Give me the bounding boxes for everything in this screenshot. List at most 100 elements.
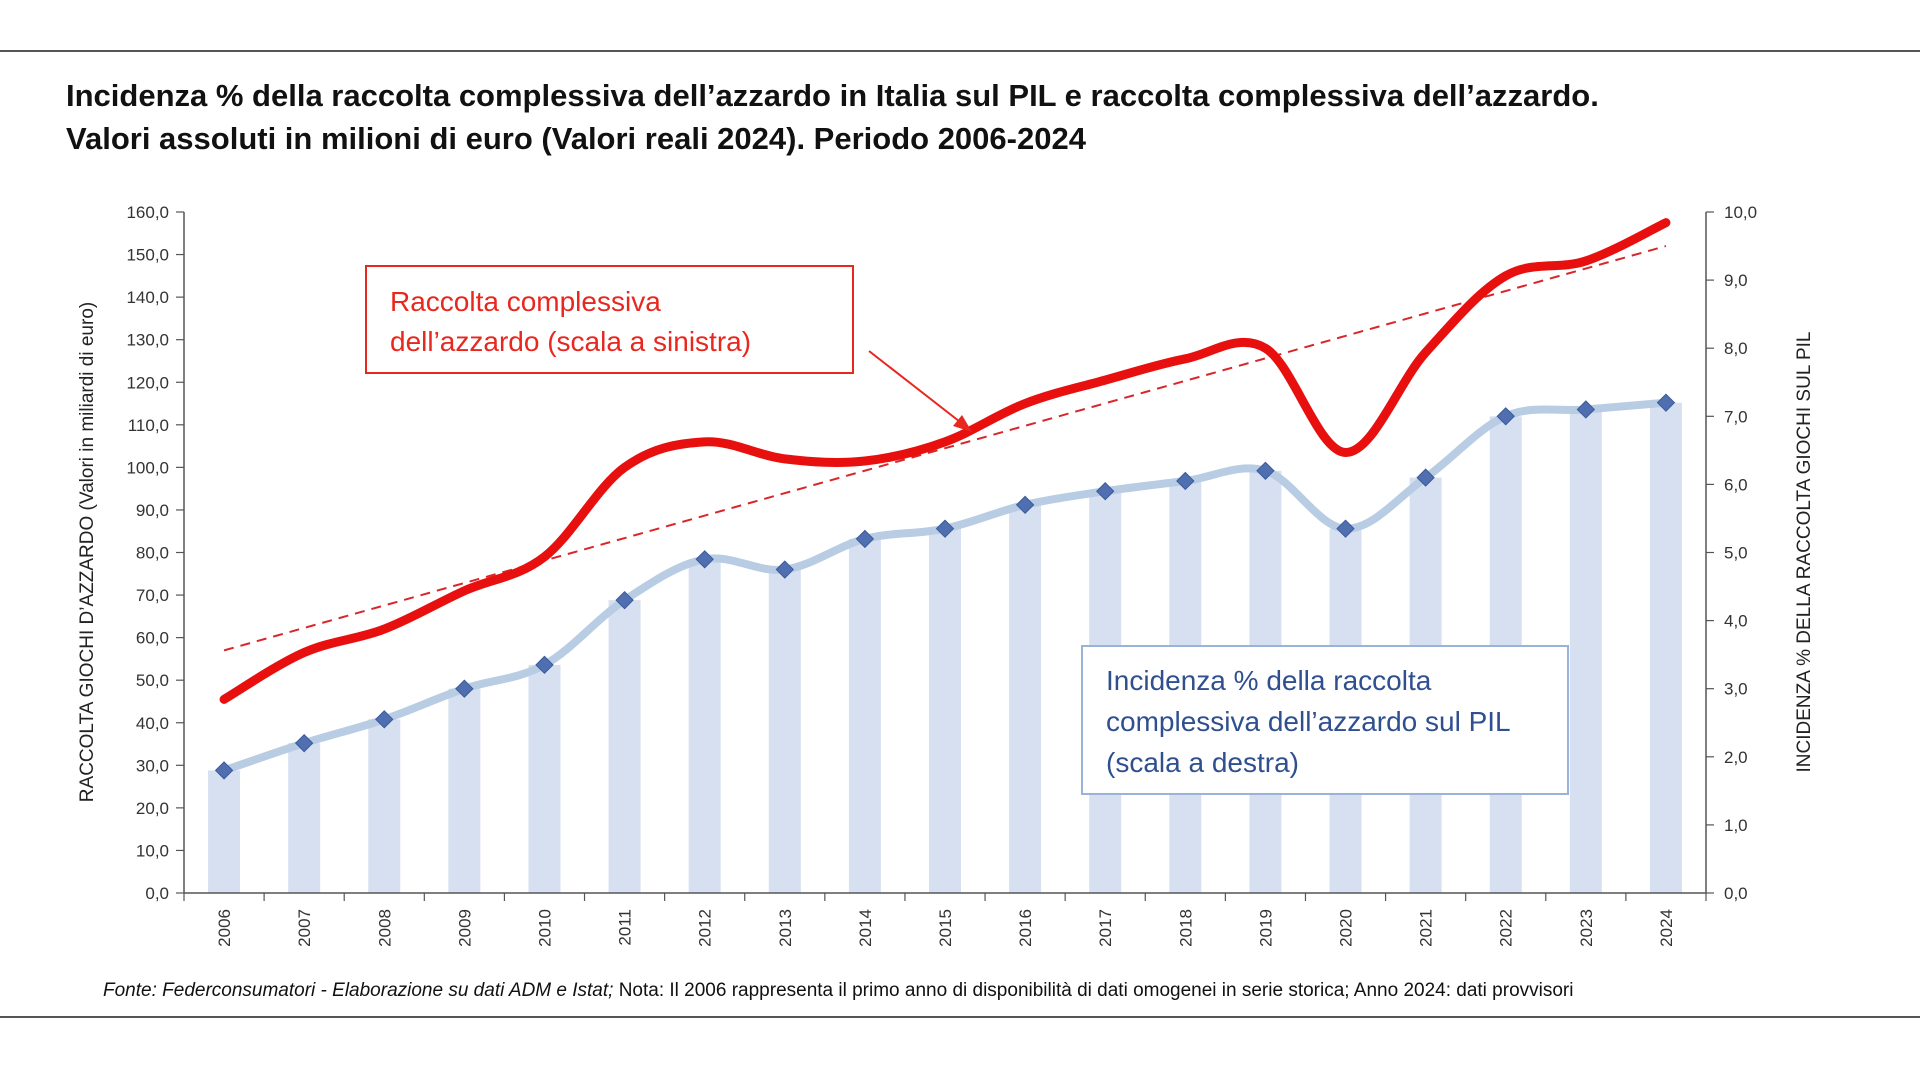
raccolta-label-line: Raccolta complessiva <box>390 286 661 317</box>
raccolta-arrow-head <box>953 415 972 432</box>
raccolta-line <box>219 218 1671 704</box>
incidenza-marker-2011 <box>615 590 634 610</box>
chart-title: Incidenza % della raccolta complessiva d… <box>66 74 1866 160</box>
incidenza-label-box <box>1081 645 1569 795</box>
y-left-tick-label: 120,0 <box>126 373 169 392</box>
raccolta-series <box>219 218 1671 704</box>
incidenza-marker-2009 <box>455 679 474 698</box>
trendline-group <box>223 245 1667 652</box>
incidenza-marker-2022 <box>1496 407 1515 426</box>
incidenza-marker-2021 <box>1416 468 1435 487</box>
y-right-tick-label: 1,0 <box>1724 816 1748 835</box>
trendline <box>223 245 1667 652</box>
x-tick-label: 2022 <box>1497 909 1516 947</box>
top-rule <box>0 50 1920 52</box>
bottom-rule <box>0 1016 1920 1018</box>
y-right-tick-label: 3,0 <box>1724 680 1748 699</box>
incidenza-marker-2010 <box>535 655 554 675</box>
annotations: Raccolta complessiva dell’azzardo (scala … <box>365 265 1569 795</box>
x-tick-label: 2008 <box>375 909 394 947</box>
y-left-tick-label: 100,0 <box>126 458 169 477</box>
x-tick-label: 2015 <box>936 909 955 947</box>
x-tick-label: 2016 <box>1016 909 1035 947</box>
source-text: Fonte: Federconsumatori - Elaborazione s… <box>103 980 614 1001</box>
chart-plot: 0,0 10,0 20,0 30,0 40,0 50,0 60,0 70,0 80,0 90,0 1… <box>77 203 1815 947</box>
y-right-tick-label: 10,0 <box>1724 203 1757 222</box>
bar-2012 <box>688 559 721 893</box>
bar-2024 <box>1649 402 1682 893</box>
x-tick-label: 2024 <box>1657 909 1676 947</box>
y-left-tick-label: 140,0 <box>126 288 169 307</box>
incidenza-marker-2006 <box>214 761 234 780</box>
incidenza-marker-2008 <box>375 710 394 729</box>
incidenza-marker-2014 <box>855 529 875 549</box>
y-left-tick-label: 50,0 <box>136 671 169 690</box>
incidenza-marker-2020 <box>1336 519 1355 538</box>
y-right-tick-label: 9,0 <box>1724 271 1748 290</box>
y-right-tick-label: 7,0 <box>1724 407 1748 426</box>
x-tick-label: 2017 <box>1096 909 1115 947</box>
incidenza-label-line: (scala a destra) <box>1106 747 1299 778</box>
y-left-tick-label: 30,0 <box>136 756 169 775</box>
x-tick-label: 2013 <box>776 909 795 947</box>
x-tick-label: 2007 <box>295 909 314 947</box>
y-left-tick-label: 60,0 <box>136 629 169 648</box>
raccolta-label-line: dell’azzardo (scala a sinistra) <box>390 326 751 357</box>
x-tick-label: 2010 <box>535 909 554 947</box>
incidenza-marker-2017 <box>1096 482 1115 501</box>
title-line-1: Incidenza % della raccolta complessiva d… <box>66 78 1599 113</box>
incidenza-series <box>214 393 1676 780</box>
bar-2013 <box>768 569 801 893</box>
x-tick-label: 2023 <box>1577 909 1596 947</box>
source-note: Fonte: Federconsumatori - Elaborazione s… <box>103 980 1903 1002</box>
x-tick-label: 2018 <box>1176 909 1195 947</box>
bar-2023 <box>1569 409 1602 893</box>
note-text: Nota: Il 2006 rappresenta il primo anno … <box>613 980 1574 1001</box>
incidenza-marker-2018 <box>1176 471 1195 491</box>
y-left-tick-label: 160,0 <box>126 203 169 222</box>
incidenza-label-line: complessiva dell’azzardo sul PIL <box>1106 706 1511 737</box>
x-tick-label: 2006 <box>215 909 234 947</box>
bar-2009 <box>448 688 481 893</box>
x-tick-label: 2021 <box>1417 909 1436 947</box>
y-left-tick-label: 130,0 <box>126 331 169 350</box>
bar-2006 <box>208 770 241 893</box>
y-left-tick-label: 20,0 <box>136 799 169 818</box>
y-left-tick-label: 150,0 <box>126 246 169 265</box>
x-tick-label: 2009 <box>455 909 474 947</box>
incidenza-marker-2013 <box>775 560 794 579</box>
y-left-axis-label: RACCOLTA GIOCHI D’AZZARDO (Valori in mil… <box>77 302 98 802</box>
y-left-tick-label: 10,0 <box>136 841 169 860</box>
y-right-tick-label: 4,0 <box>1724 612 1748 631</box>
incidenza-marker-2016 <box>1015 495 1035 515</box>
bar-2008 <box>368 719 401 893</box>
y-left-tick-label: 80,0 <box>136 544 169 563</box>
y-right-tick-label: 6,0 <box>1724 475 1748 494</box>
y-right-tick-label: 2,0 <box>1724 748 1748 767</box>
y-left-tick-label: 70,0 <box>136 586 169 605</box>
y-right-tick-label: 8,0 <box>1724 339 1748 358</box>
incidenza-marker-2024 <box>1656 393 1676 412</box>
incidenza-marker-2015 <box>935 519 955 538</box>
incidenza-label-line: Incidenza % della raccolta <box>1106 665 1432 696</box>
y-left-tick-label: 0,0 <box>145 884 169 903</box>
bar-2007 <box>288 743 321 893</box>
y-right-tick-label: 0,0 <box>1724 884 1748 903</box>
bar-2010 <box>528 664 561 893</box>
axes: 0,0 10,0 20,0 30,0 40,0 50,0 60,0 70,0 80,0 90,0 1… <box>77 203 1815 947</box>
incidenza-marker-2007 <box>294 733 314 753</box>
y-left-tick-label: 40,0 <box>136 714 169 733</box>
y-left-tick-label: 90,0 <box>136 501 169 520</box>
bar-2015 <box>929 528 961 893</box>
y-left-tick-label: 110,0 <box>128 416 169 435</box>
x-tick-label: 2011 <box>616 909 635 946</box>
y-right-axis-label: INCIDENZA % DELLA RACCOLTA GIOCHI SUL PI… <box>1794 332 1815 773</box>
x-tick-label: 2020 <box>1337 909 1356 947</box>
title-line-2: Valori assoluti in milioni di euro (Valo… <box>66 121 1086 156</box>
incidenza-marker-2012 <box>695 550 714 569</box>
x-tick-label: 2014 <box>856 909 875 947</box>
incidenza-marker-2019 <box>1256 461 1275 480</box>
bar-2014 <box>848 538 881 893</box>
x-tick-label: 2019 <box>1256 909 1275 947</box>
bar-2016 <box>1009 504 1042 893</box>
